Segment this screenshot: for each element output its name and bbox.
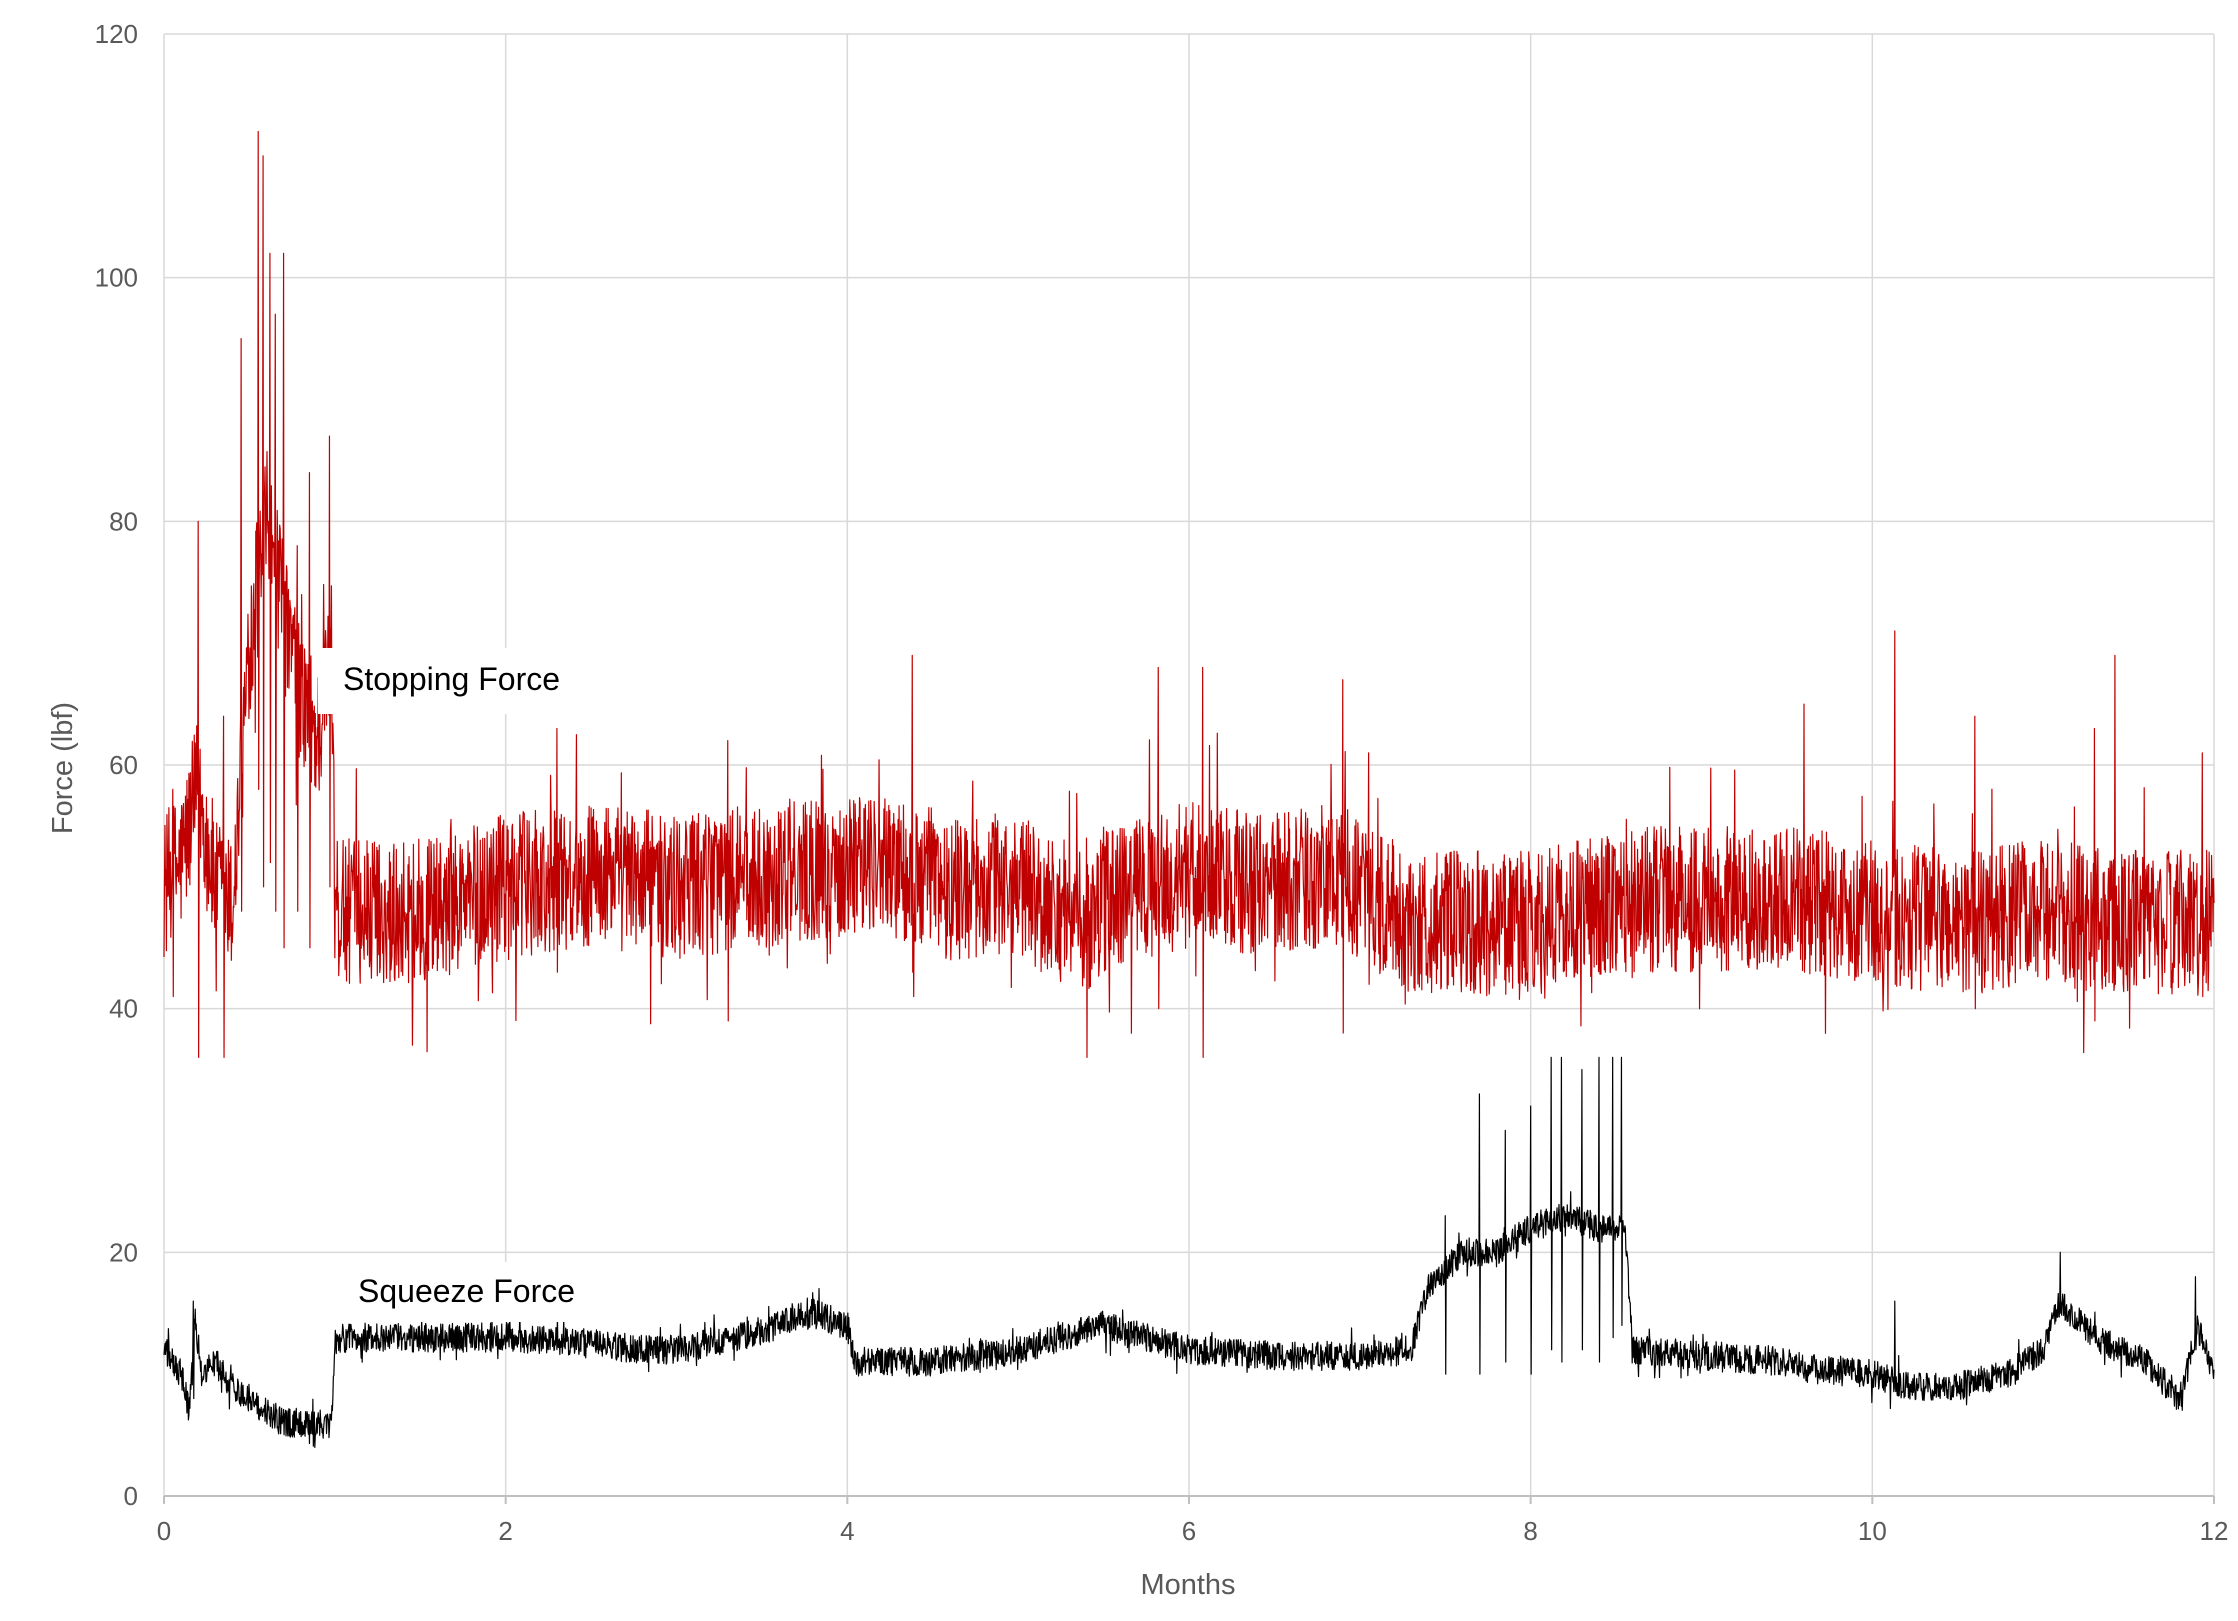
series-layer: [163, 130, 2215, 1449]
tick-labels: 0 20 40 60 80 100 120 0 2 4 6 8 10 12: [95, 19, 2229, 1546]
x-tick-label: 4: [840, 1516, 854, 1546]
series-line-squeeze-force: [163, 1056, 2215, 1449]
axes: [163, 1495, 2215, 1504]
stopping-force-label: Stopping Force: [343, 661, 560, 697]
squeeze-force-label-background: [333, 1262, 590, 1322]
x-tick-label: 0: [157, 1516, 171, 1546]
y-tick-label: 100: [95, 263, 138, 293]
y-tick-label: 60: [109, 750, 138, 780]
x-tick-label: 2: [498, 1516, 512, 1546]
stopping-force-label-background: [318, 648, 582, 714]
x-tick-label: 12: [2200, 1516, 2229, 1546]
y-axis-title: Force (lbf): [47, 702, 79, 834]
y-tick-label: 40: [109, 994, 138, 1024]
y-tick-label: 120: [95, 19, 138, 49]
y-tick-label: 0: [124, 1481, 138, 1511]
x-axis-title: Months: [1140, 1569, 1235, 1601]
squeeze-force-label: Squeeze Force: [358, 1273, 575, 1309]
series-line-stopping-force: [163, 130, 2215, 1058]
gridlines: [163, 33, 2215, 1496]
y-tick-label: 20: [109, 1237, 138, 1267]
y-tick-label: 80: [109, 506, 138, 536]
x-tick-label: 10: [1858, 1516, 1887, 1546]
x-tick-label: 8: [1523, 1516, 1537, 1546]
x-tick-label: 6: [1182, 1516, 1196, 1546]
